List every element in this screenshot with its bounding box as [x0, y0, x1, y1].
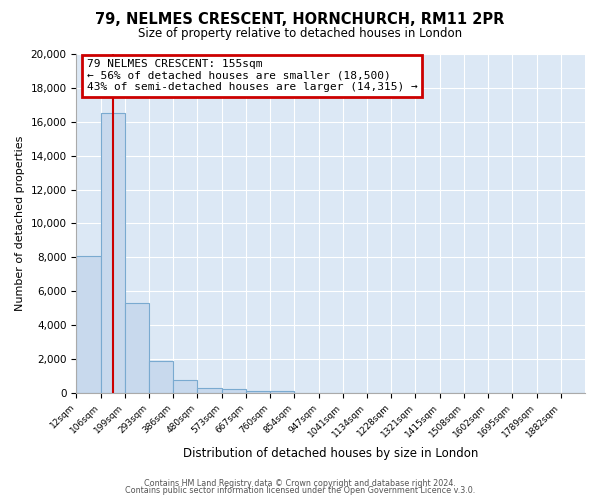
X-axis label: Distribution of detached houses by size in London: Distribution of detached houses by size …	[183, 447, 478, 460]
Bar	[270, 392, 295, 393]
Bar	[173, 380, 197, 393]
Bar	[222, 390, 246, 393]
Text: Contains HM Land Registry data © Crown copyright and database right 2024.: Contains HM Land Registry data © Crown c…	[144, 478, 456, 488]
Bar	[76, 256, 101, 393]
Bar	[197, 388, 222, 393]
Bar	[149, 362, 173, 393]
Bar	[246, 391, 270, 393]
Text: 79 NELMES CRESCENT: 155sqm
← 56% of detached houses are smaller (18,500)
43% of : 79 NELMES CRESCENT: 155sqm ← 56% of deta…	[86, 59, 418, 92]
Text: Size of property relative to detached houses in London: Size of property relative to detached ho…	[138, 28, 462, 40]
Text: 79, NELMES CRESCENT, HORNCHURCH, RM11 2PR: 79, NELMES CRESCENT, HORNCHURCH, RM11 2P…	[95, 12, 505, 28]
Bar	[101, 114, 125, 393]
Bar	[125, 303, 149, 393]
Text: Contains public sector information licensed under the Open Government Licence v.: Contains public sector information licen…	[125, 486, 475, 495]
Y-axis label: Number of detached properties: Number of detached properties	[15, 136, 25, 311]
